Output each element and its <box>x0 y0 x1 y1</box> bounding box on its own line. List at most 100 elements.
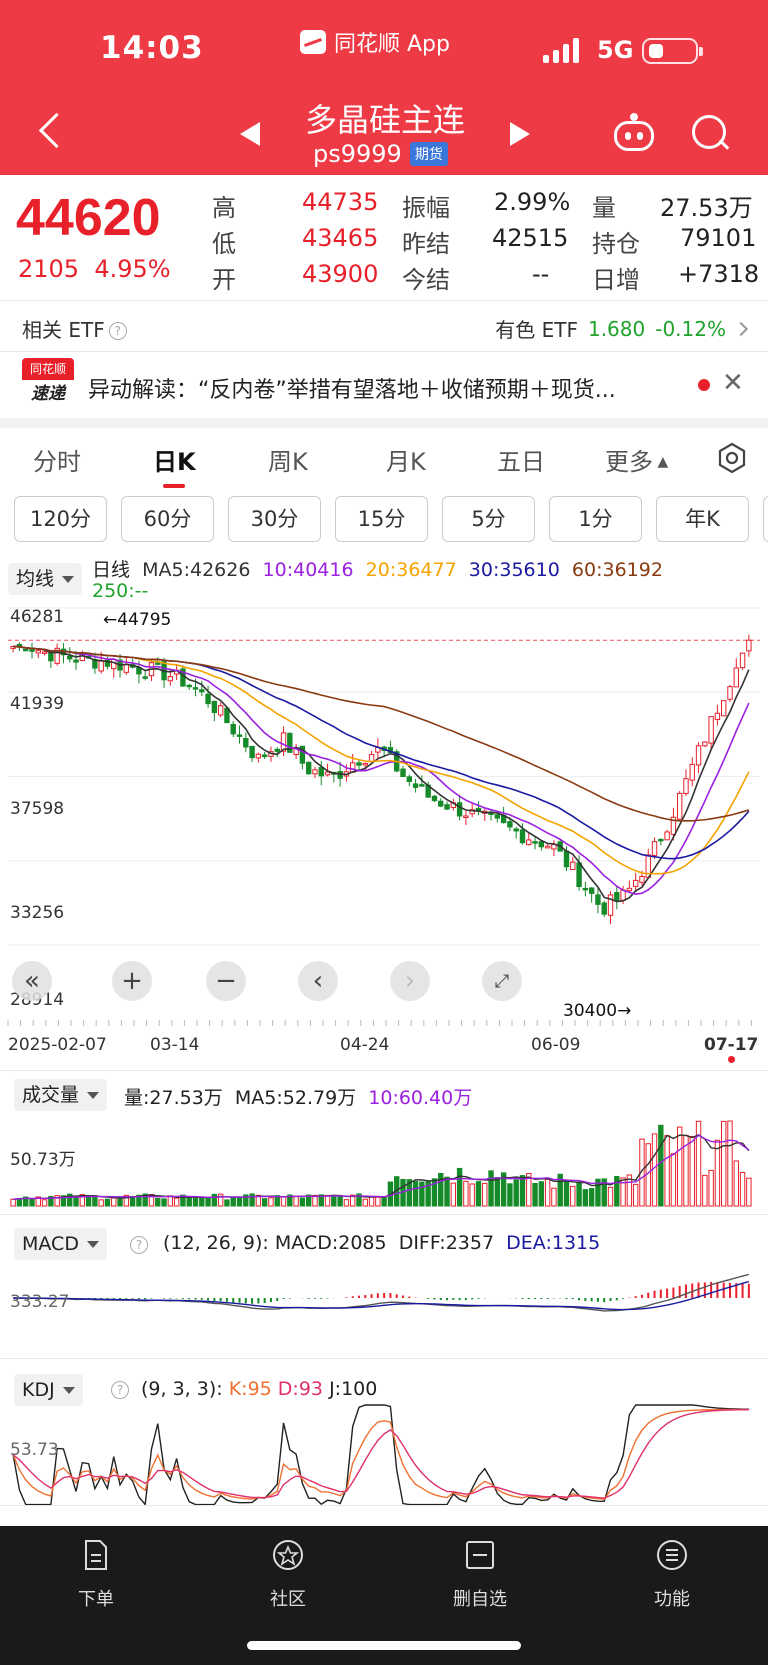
d-line <box>12 1408 749 1499</box>
amplitude-value: 2.99% <box>494 188 571 216</box>
help-icon[interactable]: ? <box>108 322 127 340</box>
volume-current: 量:27.53万 <box>124 1087 223 1109</box>
nav-remove-watchlist[interactable]: 删自选 <box>425 1538 535 1611</box>
volume-bar <box>73 1197 79 1207</box>
kdj-chart[interactable] <box>0 1400 768 1505</box>
settings-icon[interactable] <box>716 442 748 474</box>
volume-bar <box>557 1173 563 1207</box>
candle-body <box>29 649 35 652</box>
period-year-k[interactable]: 年K <box>656 496 749 542</box>
contract-code: ps9999 期货 <box>313 140 448 168</box>
volume-bar <box>368 1196 375 1207</box>
zoom-out-icon[interactable]: − <box>206 961 246 1001</box>
candle-body <box>683 778 689 795</box>
candle-body <box>708 716 714 744</box>
volume-chart[interactable] <box>0 1110 768 1210</box>
tab-five-day[interactable]: 五日 <box>497 448 545 476</box>
k-value: K:95 <box>228 1378 272 1400</box>
y-label-2: 41939 <box>10 694 65 714</box>
j-line <box>12 1404 749 1505</box>
related-etf-row[interactable]: 相关 ETF? 有色 ETF 1.680 -0.12% <box>0 302 768 350</box>
candle-body <box>626 887 633 892</box>
diff-value: DIFF:2357 <box>398 1232 495 1254</box>
kdj-dropdown[interactable]: KDJ <box>14 1374 83 1406</box>
collapse-icon[interactable]: « <box>12 961 52 1001</box>
volume-bar <box>261 1198 268 1207</box>
candle-body <box>299 745 306 764</box>
y-label-4: 33256 <box>10 903 65 923</box>
volume-bar <box>54 1195 60 1207</box>
volume-bar <box>513 1179 519 1207</box>
volume-ma5: MA5:52.79万 <box>234 1087 357 1109</box>
volume-bar <box>482 1182 488 1207</box>
menu-icon <box>657 1540 687 1570</box>
volume-dropdown[interactable]: 成交量 <box>14 1079 108 1111</box>
candle-body <box>519 829 526 844</box>
amplitude-label: 振幅 <box>402 194 450 222</box>
x-label-4: 06-09 <box>531 1035 581 1055</box>
volume-bar <box>356 1193 362 1207</box>
candle-body <box>305 761 312 775</box>
candle-body <box>155 662 161 665</box>
period-5m[interactable]: 5分 <box>442 496 535 542</box>
tab-intraday[interactable]: 分时 <box>33 448 81 476</box>
volume-bar <box>563 1180 570 1207</box>
ma5-value: MA5:42626 <box>142 559 251 581</box>
ma250-value: 250:-- <box>92 580 149 602</box>
macd-y-label: 333.27 <box>10 1292 70 1312</box>
ma20-line <box>13 645 750 875</box>
period-120m[interactable]: 120分 <box>14 496 107 542</box>
volume-bar <box>268 1197 274 1207</box>
candle-body <box>588 887 595 894</box>
prev-contract-icon[interactable] <box>240 122 260 146</box>
tab-more[interactable]: 更多 ▲ <box>605 442 668 477</box>
volume-bar <box>136 1194 142 1207</box>
k-line <box>12 1408 749 1500</box>
help-icon[interactable]: ? <box>130 1236 148 1254</box>
scroll-left-icon[interactable]: ‹ <box>298 961 338 1001</box>
volume-bar <box>343 1199 350 1207</box>
candle-body <box>431 795 438 802</box>
nav-functions[interactable]: 功能 <box>617 1538 727 1611</box>
page-title: 多晶硅主连 <box>304 101 465 139</box>
nav-order[interactable]: 下单 <box>41 1538 151 1611</box>
period-more[interactable] <box>763 496 768 542</box>
candle-body <box>199 689 205 693</box>
period-60m[interactable]: 60分 <box>121 496 214 542</box>
volume-bar <box>35 1196 41 1207</box>
fullscreen-icon[interactable]: ⤢ <box>482 961 522 1001</box>
scroll-right-icon[interactable]: › <box>390 961 430 1001</box>
help-icon[interactable]: ? <box>111 1381 129 1399</box>
period-15m[interactable]: 15分 <box>335 496 428 542</box>
news-banner[interactable]: 同花顺 速递 异动解读：“反内卷”举措有望落地＋收储预期＋现货... <box>0 352 768 418</box>
kline-chart[interactable] <box>0 600 768 1040</box>
indicator-dropdown[interactable]: 均线 <box>8 563 83 595</box>
robot-assistant-icon[interactable] <box>612 113 656 153</box>
nav-community[interactable]: 社区 <box>233 1538 343 1611</box>
close-icon[interactable]: ✕ <box>722 368 744 398</box>
tab-monthly-k[interactable]: 月K <box>386 448 426 476</box>
volume-bar <box>217 1193 224 1207</box>
candle-body <box>312 769 318 775</box>
nav-order-label: 下单 <box>78 1589 114 1610</box>
next-contract-icon[interactable] <box>510 122 530 146</box>
search-icon[interactable] <box>690 113 730 155</box>
status-app-name: 同花顺 App <box>334 32 450 57</box>
period-1m[interactable]: 1分 <box>549 496 642 542</box>
volume-bar <box>721 1120 727 1207</box>
volume-bar <box>287 1194 293 1207</box>
volume-bar <box>79 1194 86 1207</box>
tab-weekly-k[interactable]: 周K <box>268 448 308 476</box>
zoom-in-icon[interactable]: + <box>112 961 152 1001</box>
back-icon[interactable] <box>30 108 66 158</box>
period-30m[interactable]: 30分 <box>228 496 321 542</box>
volume-bar <box>507 1183 513 1207</box>
candle-body <box>23 648 29 652</box>
tab-daily-k[interactable]: 日K <box>153 448 196 476</box>
candle-body <box>98 660 104 672</box>
price-change: 2105 4.95% <box>18 255 171 283</box>
candle-body <box>639 875 645 883</box>
candle-body <box>362 762 368 766</box>
macd-chart[interactable] <box>0 1260 768 1360</box>
macd-dropdown[interactable]: MACD <box>14 1228 107 1260</box>
